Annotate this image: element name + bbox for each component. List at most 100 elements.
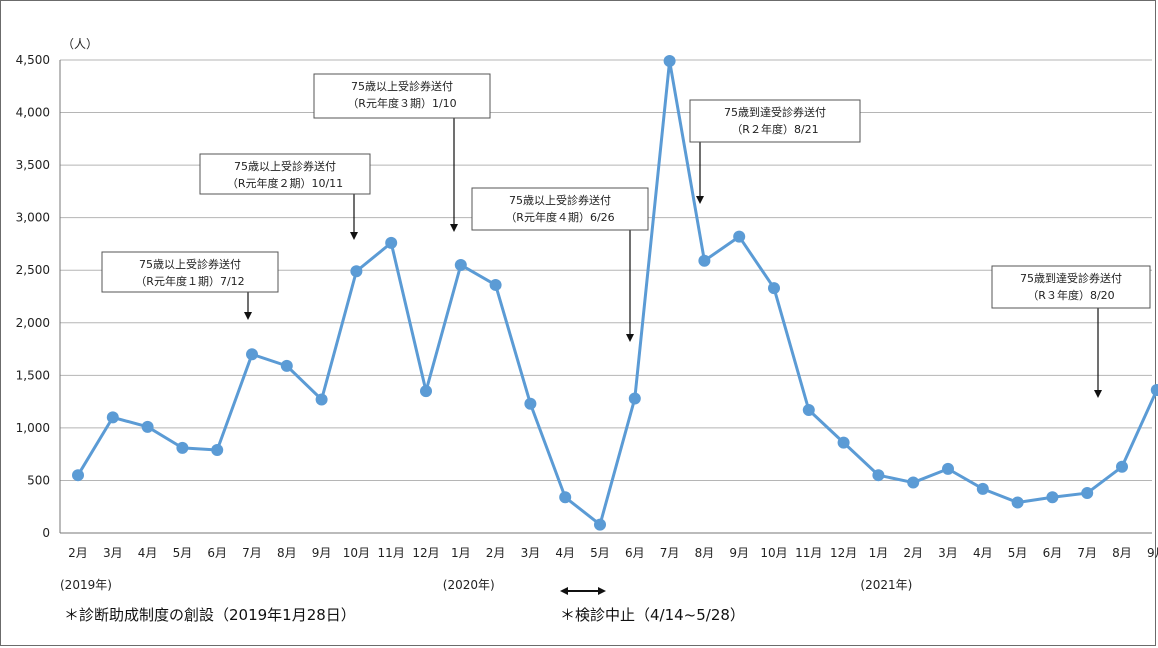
x-tick-label: 1月 bbox=[451, 546, 471, 560]
x-tick-label: 1月 bbox=[869, 546, 889, 560]
x-tick-label: 10月 bbox=[760, 546, 787, 560]
x-tick-label: 6月 bbox=[1043, 546, 1063, 560]
x-tick-label: 4月 bbox=[973, 546, 993, 560]
data-point bbox=[663, 55, 676, 68]
annotation-arrowhead bbox=[350, 232, 358, 240]
y-tick-label: 1,000 bbox=[16, 421, 50, 435]
data-point bbox=[907, 476, 920, 489]
annotation-detail: （R元年度４期）6/26 bbox=[505, 210, 614, 224]
data-point bbox=[872, 469, 885, 482]
series-line bbox=[76, 59, 1158, 527]
x-tick-label: 6月 bbox=[625, 546, 645, 560]
annotation-box: 75歳到達受診券送付 （R２年度）8/21 bbox=[689, 99, 861, 143]
annotation-title: 75歳到達受診券送付 bbox=[1020, 271, 1122, 285]
x-tick-label: 4月 bbox=[555, 546, 575, 560]
y-tick-label: 3,500 bbox=[16, 158, 50, 172]
data-point bbox=[733, 230, 746, 243]
x-tick-label: 5月 bbox=[1008, 546, 1028, 560]
annotation-arrowhead bbox=[626, 334, 634, 342]
annotation-box: 75歳以上受診券送付 （R元年度１期）7/12 bbox=[101, 251, 279, 293]
year-label: (2021年) bbox=[860, 578, 913, 592]
x-tick-label: 8月 bbox=[1112, 546, 1132, 560]
year-label: (2020年) bbox=[442, 578, 495, 592]
annotation-arrowhead bbox=[696, 196, 704, 204]
x-tick-label: 2月 bbox=[486, 546, 506, 560]
data-point bbox=[454, 258, 467, 271]
data-point bbox=[837, 436, 850, 449]
data-point bbox=[1011, 496, 1024, 509]
x-tick-label: 11月 bbox=[378, 546, 405, 560]
annotation-title: 75歳以上受診券送付 bbox=[509, 193, 611, 207]
data-point bbox=[628, 392, 641, 405]
data-point bbox=[1046, 491, 1059, 504]
x-tick-label: 11月 bbox=[795, 546, 822, 560]
data-point bbox=[385, 236, 398, 249]
annotation-detail: （R元年度３期）1/10 bbox=[347, 96, 456, 110]
data-point bbox=[420, 385, 432, 398]
data-point bbox=[72, 469, 84, 482]
y-tick-label: 1,500 bbox=[16, 368, 50, 382]
x-tick-label: 9月 bbox=[1147, 546, 1158, 560]
footnote-suspension: ＊検診中止（4/14~5/28） bbox=[560, 606, 745, 624]
data-points bbox=[72, 55, 1158, 531]
x-tick-label: 12月 bbox=[412, 546, 439, 560]
data-point bbox=[524, 397, 537, 410]
annotation-box: 75歳到達受診券送付 （R３年度）8/20 bbox=[991, 265, 1151, 309]
grid-lines bbox=[60, 59, 1152, 534]
annotation-box: 75歳以上受診券送付 （R元年度３期）1/10 bbox=[313, 73, 491, 119]
data-point bbox=[942, 462, 954, 475]
data-point bbox=[768, 282, 780, 295]
data-point bbox=[350, 265, 363, 278]
annotation-arrows bbox=[244, 118, 1102, 398]
y-tick-label: 0 bbox=[42, 526, 50, 540]
x-tick-label: 6月 bbox=[207, 546, 227, 560]
data-point bbox=[176, 441, 189, 454]
x-tick-label: 5月 bbox=[173, 546, 193, 560]
data-point bbox=[594, 518, 606, 531]
annotation-title: 75歳以上受診券送付 bbox=[234, 159, 336, 173]
annotation-arrowhead bbox=[450, 224, 458, 232]
y-tick-label: 4,500 bbox=[16, 53, 50, 67]
data-point bbox=[1081, 487, 1094, 500]
x-tick-label: 9月 bbox=[729, 546, 749, 560]
y-tick-label: 4,000 bbox=[16, 106, 50, 120]
x-tick-label: 8月 bbox=[277, 546, 297, 560]
annotation-detail: （R３年度）8/20 bbox=[1027, 288, 1114, 302]
x-tick-label: 7月 bbox=[1077, 546, 1097, 560]
x-tick-label: 4月 bbox=[138, 546, 158, 560]
data-point bbox=[698, 254, 711, 267]
data-point bbox=[489, 278, 502, 291]
annotation-title: 75歳以上受診券送付 bbox=[139, 257, 241, 271]
y-tick-label: 500 bbox=[27, 473, 50, 487]
y-tick-label: 2,000 bbox=[16, 316, 50, 330]
year-label: (2019年) bbox=[60, 578, 112, 592]
y-axis: 4,500 4,000 3,500 3,000 2,500 2,000 1,500 1,000… bbox=[16, 53, 61, 540]
x-tick-label: 2月 bbox=[903, 546, 923, 560]
y-axis-label: （人） bbox=[62, 37, 98, 51]
annotation-detail: （R２年度）8/21 bbox=[731, 122, 818, 136]
y-tick-label: 3,000 bbox=[16, 211, 50, 225]
data-point bbox=[211, 443, 224, 456]
annotation-arrowhead bbox=[1094, 390, 1102, 398]
annotation-detail: （R元年度２期）10/11 bbox=[227, 176, 343, 190]
y-tick-label: 2,500 bbox=[16, 263, 50, 277]
annotation-arrowhead bbox=[244, 312, 252, 320]
x-tick-label: 7月 bbox=[660, 546, 680, 560]
data-point bbox=[559, 491, 572, 504]
data-point bbox=[315, 393, 328, 406]
x-tick-label: 12月 bbox=[830, 546, 857, 560]
x-tick-label: 5月 bbox=[590, 546, 610, 560]
x-tick-label: 3月 bbox=[938, 546, 958, 560]
annotation-box: 75歳以上受診券送付 （R元年度２期）10/11 bbox=[199, 153, 371, 195]
annotation-box: 75歳以上受診券送付 （R元年度４期）6/26 bbox=[471, 187, 649, 231]
x-tick-label: 9月 bbox=[312, 546, 332, 560]
x-tick-label: 3月 bbox=[103, 546, 123, 560]
data-point bbox=[141, 420, 154, 433]
data-point bbox=[976, 482, 989, 495]
x-tick-label: 2月 bbox=[68, 546, 88, 560]
data-point bbox=[246, 348, 258, 361]
x-axis: 2月 3月 4月 5月 6月 7月 8月 9月 10月 11月 12月 1月 2月 3月 4月 5月 6月 7月 8… bbox=[68, 546, 1158, 560]
data-point bbox=[106, 411, 119, 424]
